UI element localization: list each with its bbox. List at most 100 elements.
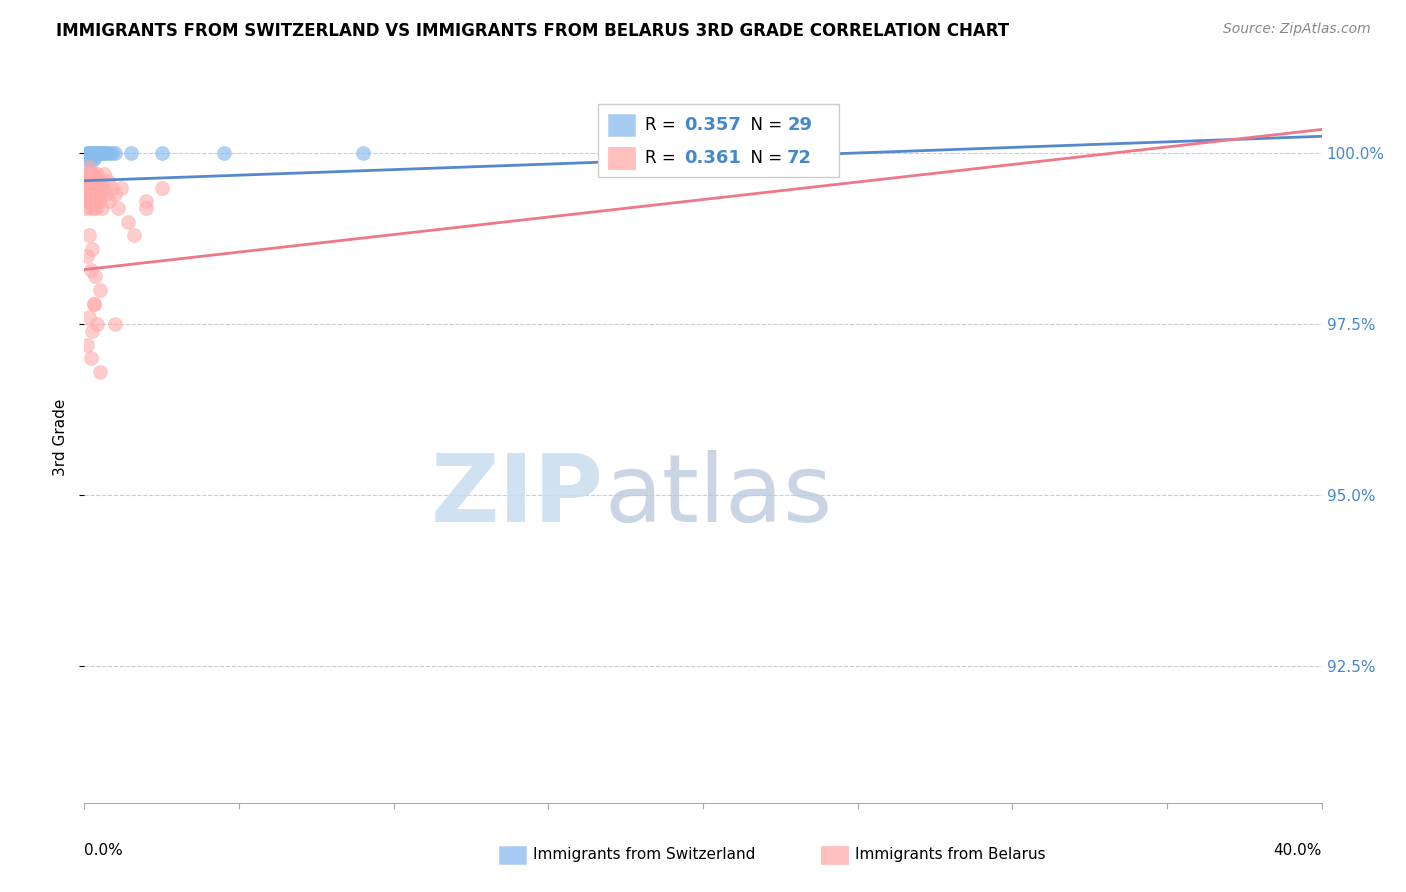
FancyBboxPatch shape <box>607 146 636 169</box>
Text: Source: ZipAtlas.com: Source: ZipAtlas.com <box>1223 22 1371 37</box>
Point <box>77 160 100 174</box>
Point <box>97 174 120 188</box>
Point <box>77 146 100 161</box>
Point <box>122 228 145 243</box>
Point <box>80 194 103 209</box>
Point <box>77 228 100 243</box>
Text: N =: N = <box>740 116 787 134</box>
Point <box>76 187 98 202</box>
Point <box>87 187 110 202</box>
Point <box>76 249 98 263</box>
Point <box>82 180 104 194</box>
Point <box>352 146 374 161</box>
Point <box>84 187 107 202</box>
Point <box>135 194 157 209</box>
Point <box>150 146 173 161</box>
Point <box>76 174 98 188</box>
Point <box>79 201 101 215</box>
Point <box>101 180 124 194</box>
Point <box>84 269 107 284</box>
Point <box>79 146 101 161</box>
Point <box>79 153 101 168</box>
Point <box>107 201 129 215</box>
Point <box>86 146 108 161</box>
Text: 0.357: 0.357 <box>685 116 741 134</box>
Point <box>79 187 101 202</box>
Point <box>79 174 101 188</box>
Point <box>84 201 107 215</box>
Text: Immigrants from Switzerland: Immigrants from Switzerland <box>533 847 756 863</box>
Point <box>104 187 127 202</box>
Point <box>93 167 115 181</box>
Point <box>89 194 111 209</box>
Point <box>104 318 127 332</box>
Point <box>77 174 100 188</box>
Point <box>82 187 104 202</box>
Point <box>76 146 98 161</box>
Text: ZIP: ZIP <box>432 450 605 541</box>
Text: R =: R = <box>645 149 681 167</box>
Point <box>75 156 97 170</box>
Point <box>89 146 111 161</box>
Point <box>83 180 105 194</box>
Point <box>84 150 107 164</box>
Point <box>79 180 101 194</box>
Point <box>76 194 98 209</box>
Point <box>87 146 110 161</box>
Point <box>91 146 114 161</box>
Point <box>104 146 127 161</box>
Point <box>91 180 114 194</box>
Point <box>82 242 104 256</box>
Point <box>82 153 104 168</box>
Point <box>76 167 98 181</box>
Point <box>79 262 101 277</box>
Point <box>83 194 105 209</box>
Point <box>83 297 105 311</box>
FancyBboxPatch shape <box>598 104 839 178</box>
Point <box>80 174 103 188</box>
Point <box>89 365 111 379</box>
Point <box>77 194 100 209</box>
Point <box>110 180 132 194</box>
Point <box>86 146 108 161</box>
Point <box>86 180 108 194</box>
Point <box>83 174 105 188</box>
Point <box>75 187 97 202</box>
Point <box>86 167 108 181</box>
Point <box>86 318 108 332</box>
Point <box>94 187 117 202</box>
Point <box>79 167 101 181</box>
Point <box>77 180 100 194</box>
Text: 40.0%: 40.0% <box>1274 843 1322 858</box>
FancyBboxPatch shape <box>821 846 848 864</box>
Text: Immigrants from Belarus: Immigrants from Belarus <box>855 847 1046 863</box>
Text: 72: 72 <box>787 149 813 167</box>
Point <box>76 180 98 194</box>
Text: IMMIGRANTS FROM SWITZERLAND VS IMMIGRANTS FROM BELARUS 3RD GRADE CORRELATION CHA: IMMIGRANTS FROM SWITZERLAND VS IMMIGRANT… <box>56 22 1010 40</box>
Point <box>76 150 98 164</box>
Point <box>80 187 103 202</box>
Point <box>89 283 111 297</box>
Point <box>212 146 235 161</box>
Point <box>90 174 112 188</box>
Point <box>91 201 114 215</box>
Point <box>89 187 111 202</box>
Text: 0.0%: 0.0% <box>84 843 124 858</box>
Point <box>75 201 97 215</box>
Text: 29: 29 <box>787 116 813 134</box>
Point <box>83 297 105 311</box>
Point <box>82 201 104 215</box>
FancyBboxPatch shape <box>499 846 526 864</box>
Point <box>84 174 107 188</box>
Point <box>120 146 142 161</box>
Text: R =: R = <box>645 116 681 134</box>
Point <box>79 351 101 366</box>
Point <box>117 215 139 229</box>
Point <box>82 324 104 338</box>
Point <box>77 146 100 161</box>
Point <box>89 180 111 194</box>
Point <box>84 146 107 161</box>
Point <box>101 146 124 161</box>
Point <box>135 201 157 215</box>
Point <box>93 146 115 161</box>
